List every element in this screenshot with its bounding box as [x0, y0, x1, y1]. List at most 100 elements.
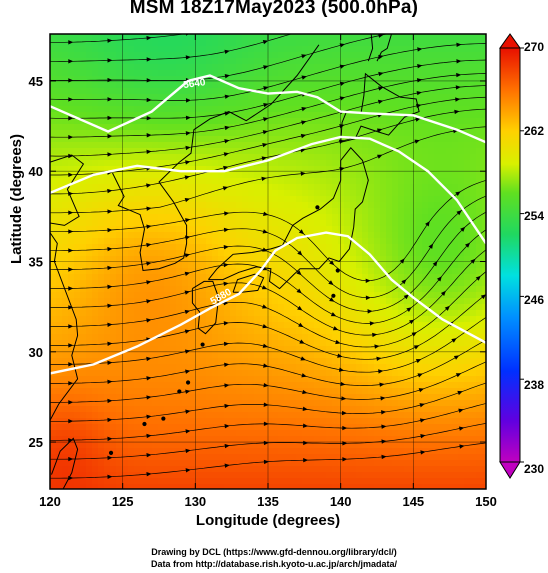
- field-cell: [218, 430, 225, 437]
- field-cell: [482, 76, 486, 83]
- field-cell: [296, 64, 303, 71]
- field-cell: [290, 202, 297, 209]
- field-cell: [332, 166, 339, 173]
- field-cell: [416, 226, 423, 233]
- field-cell: [272, 184, 279, 191]
- field-cell: [182, 124, 189, 131]
- field-cell: [404, 298, 411, 305]
- field-cell: [338, 424, 345, 431]
- field-cell: [104, 214, 111, 221]
- field-cell: [404, 136, 411, 143]
- field-cell: [224, 346, 231, 353]
- field-cell: [404, 226, 411, 233]
- field-cell: [308, 118, 315, 125]
- field-cell: [362, 64, 369, 71]
- field-cell: [296, 154, 303, 161]
- field-cell: [302, 424, 309, 431]
- field-cell: [386, 52, 393, 59]
- field-cell: [428, 208, 435, 215]
- field-cell: [110, 136, 117, 143]
- field-cell: [200, 436, 207, 443]
- field-cell: [356, 166, 363, 173]
- field-cell: [110, 100, 117, 107]
- field-cell: [446, 238, 453, 245]
- field-cell: [368, 202, 375, 209]
- field-cell: [434, 400, 441, 407]
- field-cell: [266, 298, 273, 305]
- field-cell: [110, 334, 117, 341]
- field-cell: [206, 34, 213, 41]
- field-cell: [482, 346, 486, 353]
- field-cell: [446, 160, 453, 167]
- field-cell: [230, 346, 237, 353]
- field-cell: [56, 352, 63, 359]
- field-cell: [458, 364, 465, 371]
- field-cell: [242, 76, 249, 83]
- field-cell: [188, 274, 195, 281]
- field-cell: [260, 292, 267, 299]
- field-cell: [398, 208, 405, 215]
- field-cell: [452, 100, 459, 107]
- field-cell: [458, 184, 465, 191]
- field-cell: [470, 388, 477, 395]
- field-cell: [200, 118, 207, 125]
- field-cell: [356, 82, 363, 89]
- field-cell: [458, 394, 465, 401]
- field-cell: [296, 316, 303, 323]
- field-cell: [260, 400, 267, 407]
- field-cell: [350, 310, 357, 317]
- field-cell: [428, 250, 435, 257]
- field-cell: [206, 250, 213, 257]
- field-cell: [140, 142, 147, 149]
- field-cell: [350, 76, 357, 83]
- field-cell: [194, 250, 201, 257]
- field-cell: [74, 136, 81, 143]
- field-cell: [386, 286, 393, 293]
- field-cell: [314, 400, 321, 407]
- field-cell: [338, 238, 345, 245]
- field-cell: [182, 424, 189, 431]
- field-cell: [404, 76, 411, 83]
- field-cell: [404, 352, 411, 359]
- field-cell: [272, 88, 279, 95]
- field-cell: [482, 274, 486, 281]
- field-cell: [314, 172, 321, 179]
- field-cell: [110, 112, 117, 119]
- field-cell: [110, 370, 117, 377]
- field-cell: [266, 160, 273, 167]
- field-cell: [242, 418, 249, 425]
- field-cell: [452, 82, 459, 89]
- field-cell: [110, 64, 117, 71]
- field-cell: [422, 322, 429, 329]
- field-cell: [194, 220, 201, 227]
- field-cell: [170, 328, 177, 335]
- field-cell: [386, 160, 393, 167]
- field-cell: [308, 154, 315, 161]
- field-cell: [248, 220, 255, 227]
- field-cell: [314, 166, 321, 173]
- field-cell: [74, 184, 81, 191]
- field-cell: [260, 94, 267, 101]
- field-cell: [272, 58, 279, 65]
- field-cell: [404, 94, 411, 101]
- field-cell: [362, 112, 369, 119]
- field-cell: [476, 394, 483, 401]
- field-cell: [176, 364, 183, 371]
- field-cell: [476, 322, 483, 329]
- field-cell: [92, 118, 99, 125]
- field-cell: [176, 352, 183, 359]
- field-cell: [254, 334, 261, 341]
- field-cell: [302, 310, 309, 317]
- field-cell: [266, 346, 273, 353]
- field-cell: [386, 424, 393, 431]
- field-cell: [110, 280, 117, 287]
- field-cell: [326, 160, 333, 167]
- field-cell: [290, 310, 297, 317]
- field-cell: [164, 256, 171, 263]
- field-cell: [332, 274, 339, 281]
- field-cell: [68, 340, 75, 347]
- field-cell: [158, 436, 165, 443]
- field-cell: [476, 376, 483, 383]
- field-cell: [182, 40, 189, 47]
- field-cell: [332, 112, 339, 119]
